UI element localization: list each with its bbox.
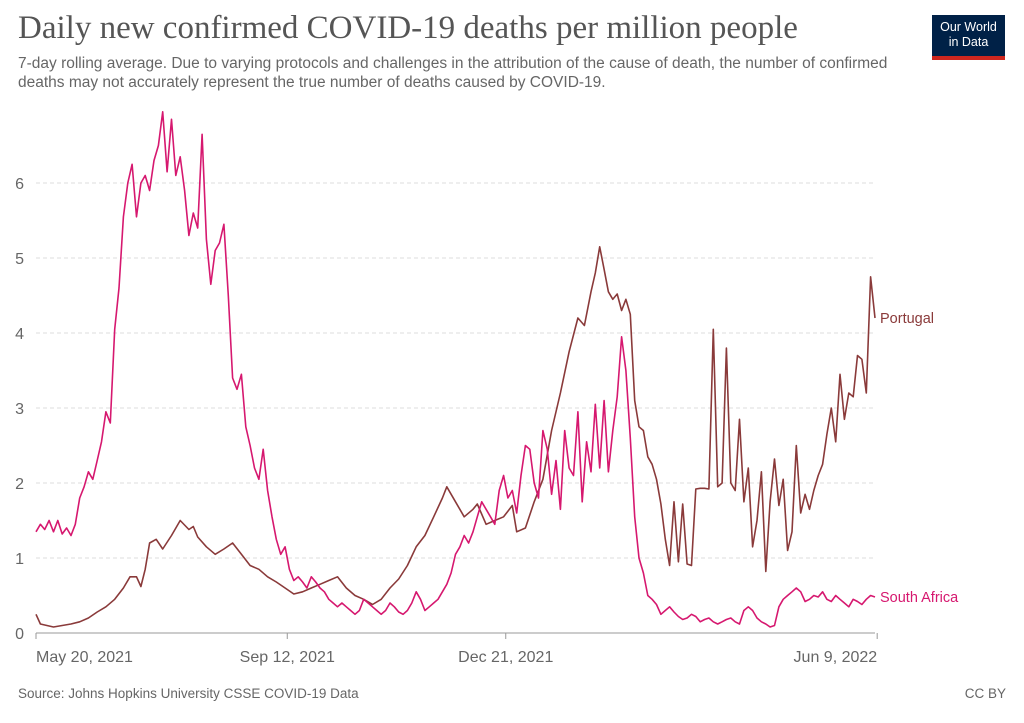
series-line-portugal[interactable]	[35, 246, 876, 628]
logo-line-1: Our World	[940, 20, 997, 34]
series-lines	[35, 111, 876, 628]
y-tick-label-0: 0	[15, 626, 24, 643]
owid-logo[interactable]: Our World in Data	[932, 15, 1005, 60]
source-note[interactable]: Source: Johns Hopkins University CSSE CO…	[18, 686, 359, 701]
chart-subtitle: 7-day rolling average. Due to varying pr…	[18, 55, 888, 91]
x-axis: May 20, 2021 Sep 12, 2021 Dec 21, 2021 Jun …	[35, 632, 878, 666]
x-tick-label-1: Sep 12, 2021	[240, 649, 335, 666]
y-tick-label-6: 6	[15, 176, 24, 193]
x-tick-label-2: Dec 21, 2021	[458, 649, 553, 666]
license-note[interactable]: CC BY	[964, 686, 1006, 701]
y-tick-label-3: 3	[15, 401, 24, 418]
x-tick-label-0: May 20, 2021	[36, 649, 133, 666]
series-line-south-africa[interactable]	[35, 111, 876, 628]
line-chart: 0 1 2 3 4 5 6 May 20, 2021 Sep 12, 2021 Dec 21, …	[15, 111, 959, 666]
y-tick-label-5: 5	[15, 251, 24, 268]
y-tick-label-2: 2	[15, 476, 24, 493]
series-label-south-africa[interactable]: South Africa	[880, 590, 959, 606]
x-tick-label-3: Jun 9, 2022	[794, 649, 878, 666]
chart-title: Daily new confirmed COVID-19 deaths per …	[18, 10, 798, 46]
y-axis: 0 1 2 3 4 5 6	[15, 176, 24, 643]
series-labels: Portugal South Africa	[880, 311, 959, 606]
y-tick-label-1: 1	[15, 551, 24, 568]
series-label-portugal[interactable]: Portugal	[880, 311, 934, 327]
logo-line-2: in Data	[948, 35, 989, 49]
y-tick-label-4: 4	[15, 326, 24, 343]
